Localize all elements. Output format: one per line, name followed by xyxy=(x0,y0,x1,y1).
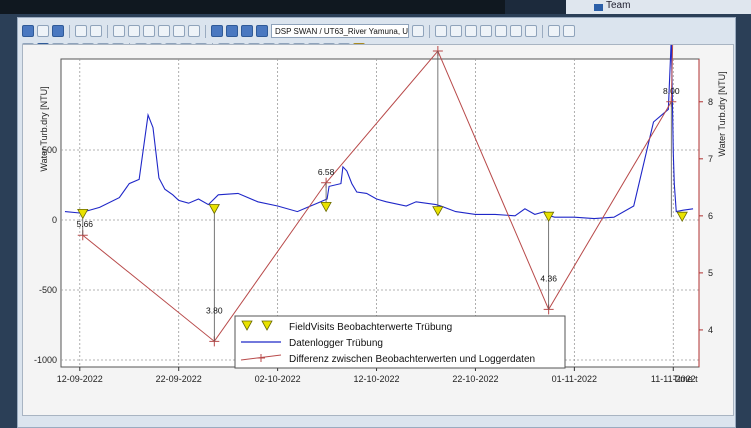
legend-entry-label: Differenz zwischen Beobachterwerten und … xyxy=(289,354,535,365)
station-combo[interactable]: DSP SWAN / UT63_River Yamuna, Uc xyxy=(271,24,409,38)
x-tick-label: 02-10-2022 xyxy=(255,374,301,384)
toolbar-separator xyxy=(205,24,206,38)
marker-icon[interactable] xyxy=(495,25,507,37)
legend-entry-label: Datenlogger Trübung xyxy=(289,338,383,349)
y-left-tick-label: -1000 xyxy=(34,355,57,365)
combo-dropdown-icon[interactable] xyxy=(412,25,424,37)
y-right-tick-label: 4 xyxy=(708,325,713,335)
difference-point-label: 4.36 xyxy=(540,273,557,283)
y-left-axis-label: Water Turb.dry [NTU] xyxy=(39,86,49,171)
chart-type-icon[interactable] xyxy=(143,25,155,37)
window-icon[interactable] xyxy=(563,25,575,37)
toolbar-separator xyxy=(429,24,430,38)
layout-icon[interactable] xyxy=(211,25,223,37)
y-right-tick-label: 5 xyxy=(708,268,713,278)
teams-label: Team xyxy=(606,0,631,11)
difference-point-label: 3.80 xyxy=(206,305,223,315)
toolbar-separator xyxy=(107,24,108,38)
settings-icon[interactable] xyxy=(548,25,560,37)
field-visit-marker[interactable] xyxy=(432,206,444,217)
zoom-fit-icon[interactable] xyxy=(256,25,268,37)
difference-point-label: 5.66 xyxy=(76,219,93,229)
legend-field-visit-icon xyxy=(241,320,253,331)
y-right-tick-label: 7 xyxy=(708,154,713,164)
teams-taskbar-item[interactable]: Team xyxy=(566,0,751,14)
taskbar xyxy=(0,0,751,14)
x-tick-label: 22-09-2022 xyxy=(156,374,202,384)
pointer-icon[interactable] xyxy=(465,25,477,37)
field-visit-marker[interactable] xyxy=(320,201,332,213)
field-visit-marker[interactable] xyxy=(77,208,89,220)
x-axis-label: Time t xyxy=(673,374,698,384)
redo-icon[interactable] xyxy=(525,25,537,37)
print-icon[interactable] xyxy=(75,25,87,37)
y-right-tick-label: 6 xyxy=(708,211,713,221)
legend-field-visit-icon xyxy=(261,320,273,331)
save-icon[interactable] xyxy=(37,25,49,37)
difference-point-label: 8.00 xyxy=(663,86,680,96)
refresh-icon[interactable] xyxy=(22,25,34,37)
x-tick-label: 01-11-2022 xyxy=(552,374,597,384)
x-tick-label: 11-11-2022 xyxy=(651,374,696,384)
field-visit-marker[interactable] xyxy=(542,211,555,223)
x-tick-label: 12-10-2022 xyxy=(354,374,400,384)
grid-icon[interactable] xyxy=(188,25,200,37)
plot-panel: 12-09-2022 22-09-2022 02-10-2022 12-10-2022… xyxy=(22,44,734,416)
table-icon[interactable] xyxy=(173,25,185,37)
y-right-axis-label: Water Turb.dry [NTU] xyxy=(717,71,727,156)
navigate-icon[interactable] xyxy=(435,25,447,37)
field-visit-marker[interactable] xyxy=(676,211,688,223)
toolbar-separator xyxy=(542,24,543,38)
legend-difference-marker xyxy=(257,354,265,362)
undo-icon[interactable] xyxy=(510,25,522,37)
x-tick-label: 12-09-2022 xyxy=(57,374,103,384)
export-icon[interactable] xyxy=(158,25,170,37)
main-toolbar: DSP SWAN / UT63_River Yamuna, Uc xyxy=(22,22,732,40)
y-left-tick-label: 500 xyxy=(42,145,57,155)
chart-icon[interactable] xyxy=(52,25,64,37)
toolbar-separator xyxy=(69,24,70,38)
edit-icon[interactable] xyxy=(480,25,492,37)
legend-entry-label: FieldVisits Beobachterwerte Trübung xyxy=(289,322,452,333)
y-right-tick-label: 8 xyxy=(708,97,713,107)
difference-point-label: 6.58 xyxy=(318,167,335,177)
legend-box xyxy=(234,315,566,369)
zoom-out-icon[interactable] xyxy=(241,25,253,37)
zoom-in-icon[interactable] xyxy=(226,25,238,37)
filter-icon[interactable] xyxy=(450,25,462,37)
teams-icon xyxy=(594,4,603,11)
turbidity-chart[interactable]: 12-09-2022 22-09-2022 02-10-2022 12-10-2022… xyxy=(23,45,735,417)
y-left-tick-label: 0 xyxy=(52,215,57,225)
print-preview-icon[interactable] xyxy=(90,25,102,37)
logger-series-line xyxy=(64,45,694,220)
taskbar-dark-region xyxy=(0,0,505,14)
x-tick-label: 22-10-2022 xyxy=(452,374,498,384)
image-icon[interactable] xyxy=(128,25,140,37)
field-visit-marker[interactable] xyxy=(208,204,220,215)
y-left-tick-label: -500 xyxy=(39,285,57,295)
copy-icon[interactable] xyxy=(113,25,125,37)
